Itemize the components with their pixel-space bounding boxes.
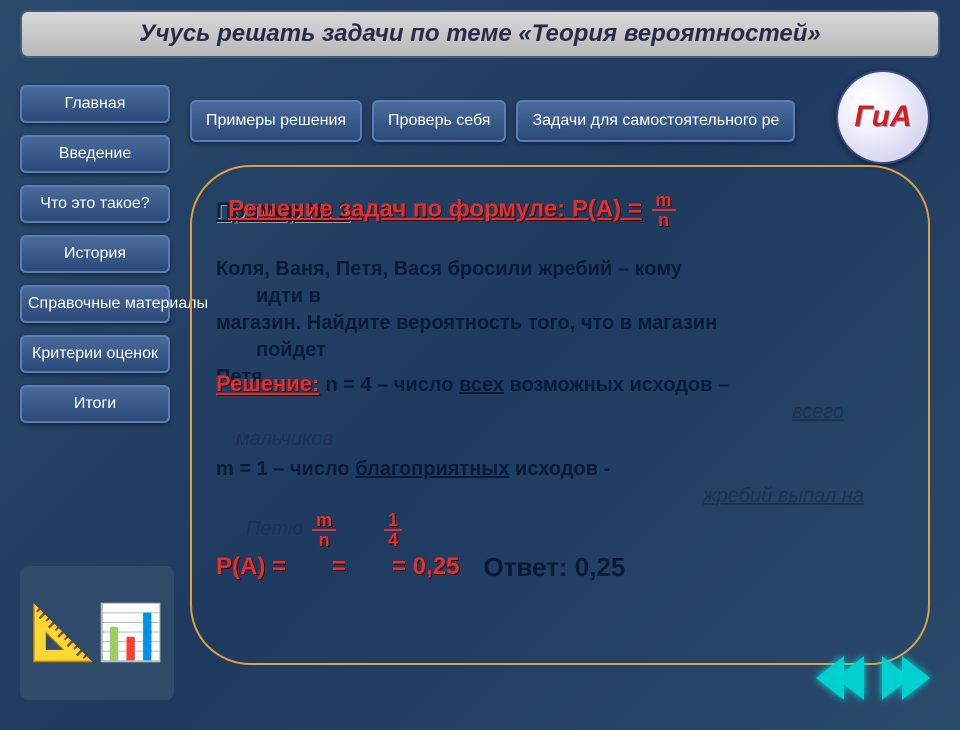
sidebar-item-reference[interactable]: Справочные материалы bbox=[20, 285, 170, 323]
math-decoration-icon: 📐📊 bbox=[20, 566, 174, 700]
sol-m-pre: m = 1 – число bbox=[216, 458, 355, 480]
eq-val: = 0,25 bbox=[392, 552, 459, 582]
problem-line-2: идти в bbox=[216, 284, 904, 309]
pa-eq: Р(А) = bbox=[216, 552, 286, 582]
frac3-den: 4 bbox=[384, 531, 402, 549]
sol-n-tail2: мальчиков bbox=[216, 427, 904, 452]
content-panel: Решение задач по формуле: Р(А) = m n При… bbox=[190, 165, 930, 665]
sol-n-pre: n = 4 – число bbox=[325, 374, 459, 396]
problem-line-3: магазин. Найдите вероятность того, что в… bbox=[216, 311, 904, 336]
sidebar: Главная Введение Что это такое? История … bbox=[20, 85, 170, 423]
topnav: Примеры решения Проверь себя Задачи для … bbox=[190, 100, 940, 142]
sidebar-item-whatis[interactable]: Что это такое? bbox=[20, 185, 170, 223]
sidebar-item-history[interactable]: История bbox=[20, 235, 170, 273]
problem-line-4: пойдет bbox=[216, 338, 904, 363]
fraction-m-n-icon: m n bbox=[652, 191, 676, 229]
answer-text: Ответ: 0,25 bbox=[483, 551, 625, 584]
sidebar-item-criteria[interactable]: Критерии оценок bbox=[20, 335, 170, 373]
eq-mid: = bbox=[332, 552, 346, 582]
sol-n-underline: всех bbox=[459, 374, 504, 396]
first-arrow-icon[interactable] bbox=[836, 656, 864, 700]
frac2-num: m bbox=[312, 511, 336, 531]
sidebar-item-home[interactable]: Главная bbox=[20, 85, 170, 123]
solution-label: Решение: bbox=[216, 371, 319, 396]
sol-n-post: возможных исходов – bbox=[504, 374, 729, 396]
sol-m-post: исходов - bbox=[510, 458, 611, 480]
problem-line-1: Коля, Ваня, Петя, Вася бросили жребий – … bbox=[216, 257, 904, 282]
frac-mn-2-icon: m n bbox=[312, 511, 336, 549]
formula-title: Решение задач по формуле: Р(А) = bbox=[228, 195, 642, 222]
sol-n-tail: всего bbox=[216, 400, 904, 425]
last-arrow-icon[interactable] bbox=[902, 656, 930, 700]
tab-examples[interactable]: Примеры решения bbox=[190, 100, 362, 142]
page-title: Учусь решать задачи по теме «Теория веро… bbox=[20, 10, 940, 58]
sol-m-underline: благоприятных bbox=[355, 458, 509, 480]
tab-selfwork[interactable]: Задачи для самостоятельного ре bbox=[516, 100, 795, 142]
sol-m-tail: жребий выпал на bbox=[216, 484, 904, 509]
sidebar-item-results[interactable]: Итоги bbox=[20, 385, 170, 423]
tab-check[interactable]: Проверь себя bbox=[372, 100, 506, 142]
frac-14-icon: 1 4 bbox=[384, 511, 402, 549]
frac-denominator: n bbox=[654, 211, 673, 229]
nav-arrows bbox=[816, 656, 930, 700]
sidebar-item-intro[interactable]: Введение bbox=[20, 135, 170, 173]
frac-numerator: m bbox=[652, 191, 676, 211]
frac3-num: 1 bbox=[384, 511, 402, 531]
frac2-den: n bbox=[315, 531, 334, 549]
sol-m-tail2: Петю bbox=[216, 517, 303, 542]
